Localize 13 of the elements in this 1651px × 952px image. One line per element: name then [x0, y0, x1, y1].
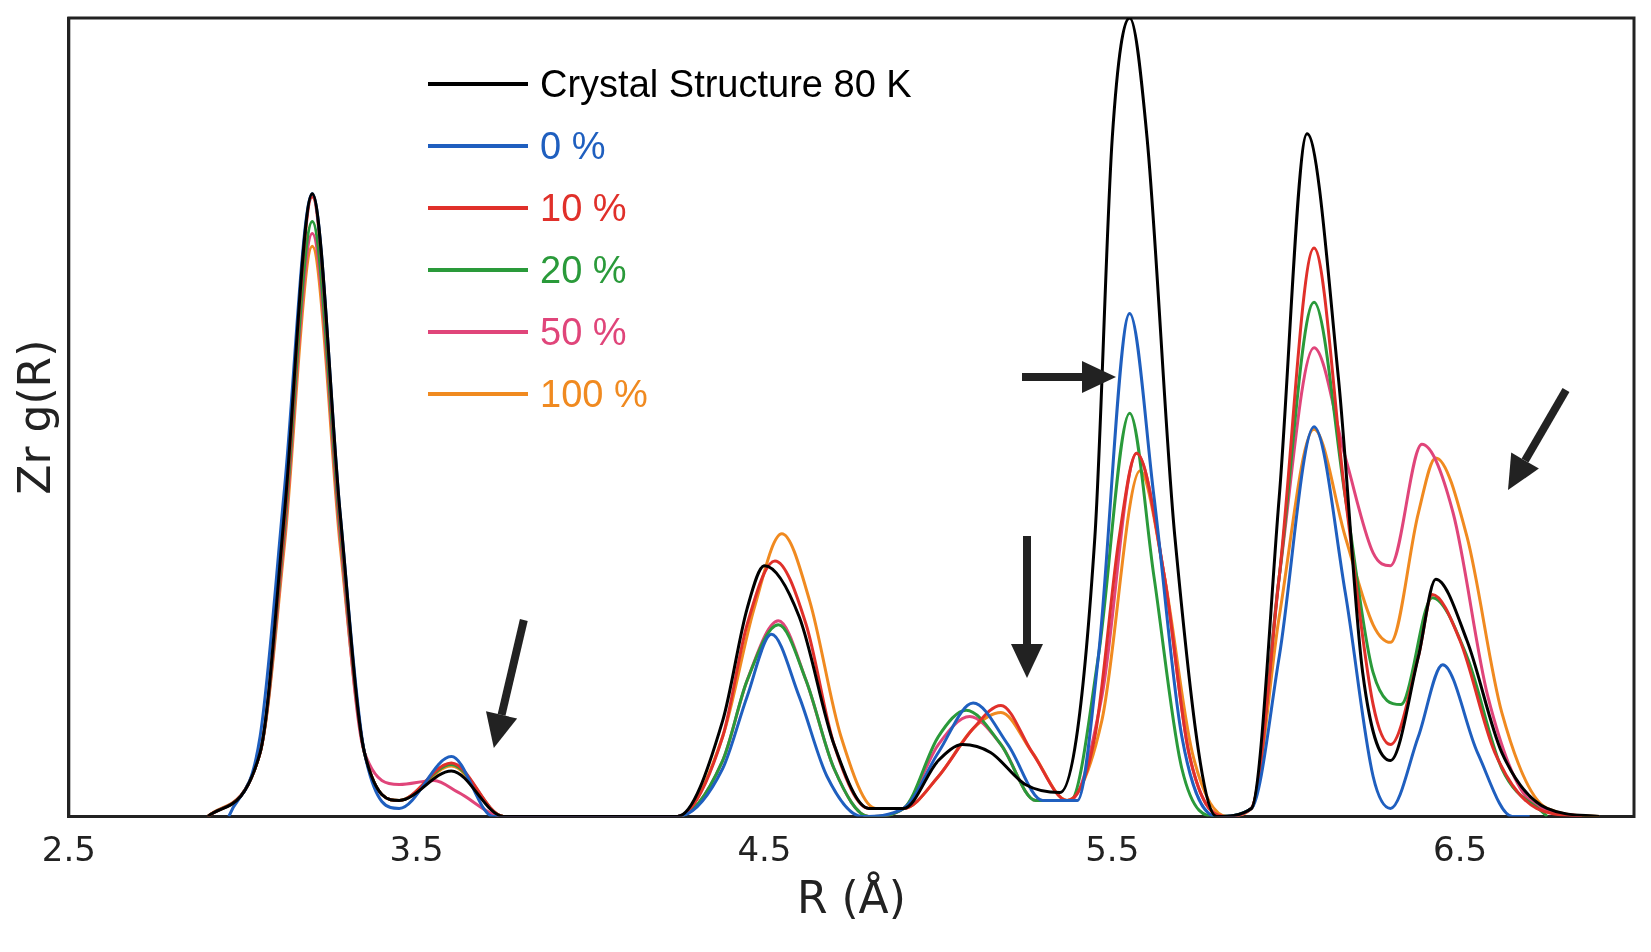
legend-label: 10 % [540, 186, 627, 230]
legend-label: 50 % [540, 310, 627, 354]
x-tick-label: 4.5 [737, 828, 792, 869]
y-axis-title: Zr g(R) [8, 339, 60, 495]
x-tick-label: 6.5 [1433, 828, 1488, 869]
legend-label: 20 % [540, 248, 627, 292]
x-tick-label: 3.5 [389, 828, 444, 869]
x-tick-label: 5.5 [1085, 828, 1140, 869]
legend-label: 0 % [540, 124, 606, 168]
legend-label: Crystal Structure 80 K [540, 62, 912, 106]
x-tick-label: 2.5 [41, 828, 96, 869]
legend-label: 100 % [540, 372, 648, 416]
x-axis-title: R (Å) [796, 871, 906, 924]
